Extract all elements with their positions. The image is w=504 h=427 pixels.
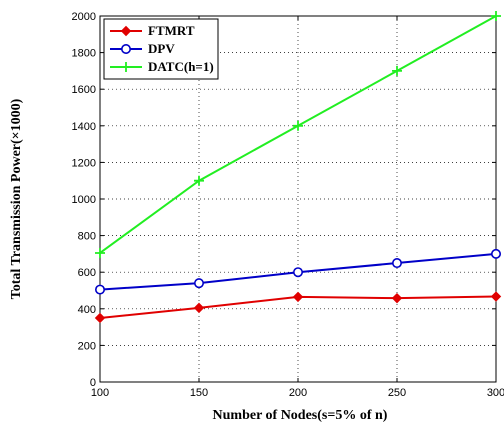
data-point — [94, 312, 106, 324]
x-tick-label: 250 — [388, 387, 406, 399]
series-layer — [94, 11, 502, 324]
legend-entry: DPV — [110, 41, 175, 56]
y-tick-label: 2000 — [72, 11, 96, 23]
legend-label: FTMRT — [148, 23, 195, 38]
series-0 — [94, 291, 502, 324]
y-tick-label: 1800 — [72, 48, 96, 60]
legend-marker — [121, 62, 131, 72]
legend-marker — [121, 43, 132, 54]
legend-entry: DATC(h=1) — [110, 59, 214, 74]
series-2 — [95, 11, 501, 258]
y-tick-label: 1600 — [72, 84, 96, 96]
legend-entry: FTMRT — [110, 23, 195, 38]
x-tick-label: 150 — [190, 387, 208, 399]
data-point — [392, 65, 402, 76]
data-point — [194, 175, 204, 186]
data-point — [95, 284, 106, 295]
x-tick-label: 100 — [91, 387, 109, 399]
data-point — [391, 292, 403, 304]
data-point — [95, 247, 105, 258]
data-point — [193, 302, 205, 314]
y-tick-label: 1400 — [72, 121, 96, 133]
ticks-layer: 100 150 200 250 300 0 200 400 600 800 1000 1200 1400… — [72, 11, 504, 399]
y-tick-label: 0 — [90, 377, 96, 389]
data-point — [292, 267, 303, 278]
x-axis-title: Number of Nodes(s=5% of n) — [213, 408, 388, 423]
y-tick-label: 600 — [78, 267, 96, 279]
y-tick-label: 200 — [78, 340, 96, 352]
y-axis-title: Total Transmission Power(×1000) — [9, 98, 24, 299]
y-tick-label: 1200 — [72, 157, 96, 169]
data-point — [293, 120, 303, 131]
x-tick-label: 300 — [487, 387, 504, 399]
y-tick-label: 800 — [78, 231, 96, 243]
data-point — [491, 11, 501, 21]
legend-label: DATC(h=1) — [148, 59, 214, 74]
legend-marker — [120, 25, 132, 37]
x-tick-label: 200 — [289, 387, 307, 399]
legend-label: DPV — [148, 41, 175, 56]
series-1 — [95, 248, 501, 295]
data-point — [194, 278, 205, 289]
y-tick-label: 400 — [78, 304, 96, 316]
data-point — [490, 291, 502, 302]
legend: FTMRT DPV DATC(h=1) — [103, 18, 219, 80]
data-point — [490, 248, 501, 259]
data-point — [391, 258, 402, 269]
y-tick-label: 1000 — [72, 194, 96, 206]
data-point — [292, 291, 304, 303]
